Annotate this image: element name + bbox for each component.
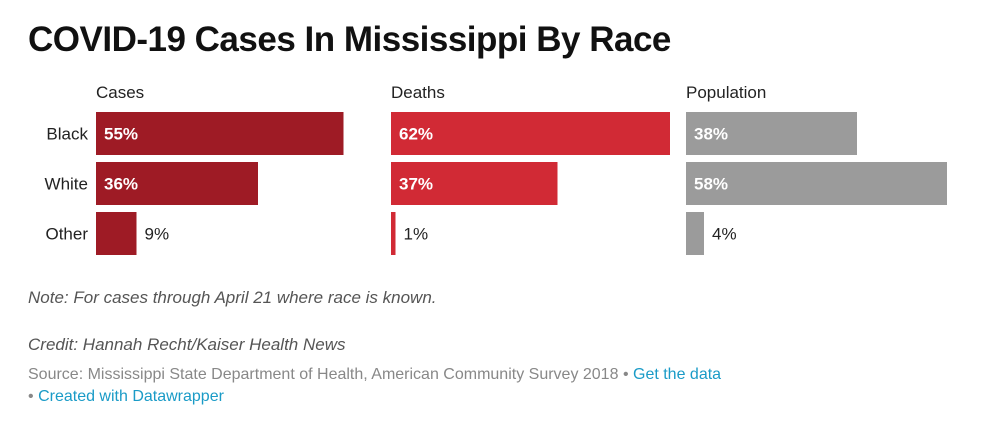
chart-note: Note: For cases through April 21 where r… — [28, 288, 437, 307]
panel-header-cases: Cases — [96, 83, 144, 102]
data-label-population-black: 38% — [694, 125, 728, 144]
bar-deaths-other — [391, 212, 396, 255]
created-with-line: • Created with Datawrapper — [28, 388, 224, 406]
bar-cases-other — [96, 212, 137, 255]
category-label-black: Black — [46, 125, 88, 144]
created-with-datawrapper-link[interactable]: Created with Datawrapper — [38, 388, 224, 405]
bar-population-black — [686, 112, 857, 155]
bar-deaths-white — [391, 162, 558, 205]
bar-population-other — [686, 212, 704, 255]
data-label-population-white: 58% — [694, 175, 728, 194]
data-label-deaths-other: 1% — [404, 225, 429, 244]
chart-credit: Credit: Hannah Recht/Kaiser Health News — [28, 335, 346, 354]
bar-cases-black — [96, 112, 344, 155]
panel-header-population: Population — [686, 83, 766, 102]
bar-chart: Black White Other Cases 55% 36% 9% Deaths 62% 37%… — [45, 83, 947, 255]
category-label-other: Other — [45, 225, 88, 244]
category-label-white: White — [45, 175, 88, 194]
source-line: Source: Mississippi State Department of … — [28, 366, 721, 384]
data-label-deaths-white: 37% — [399, 175, 433, 194]
bar-population-white — [686, 162, 947, 205]
data-label-population-other: 4% — [712, 225, 737, 244]
get-the-data-link[interactable]: Get the data — [633, 366, 722, 383]
separator-dot: • — [622, 366, 629, 383]
bar-deaths-black — [391, 112, 670, 155]
data-label-cases-other: 9% — [145, 225, 170, 244]
source-text: Source: Mississippi State Department of … — [28, 366, 619, 383]
data-label-cases-black: 55% — [104, 125, 138, 144]
data-label-cases-white: 36% — [104, 175, 138, 194]
bar-cases-white — [96, 162, 258, 205]
panel-header-deaths: Deaths — [391, 83, 445, 102]
chart-title: COVID-19 Cases In Mississippi By Race — [28, 20, 671, 59]
data-label-deaths-black: 62% — [399, 125, 433, 144]
separator-dot: • — [28, 388, 34, 405]
